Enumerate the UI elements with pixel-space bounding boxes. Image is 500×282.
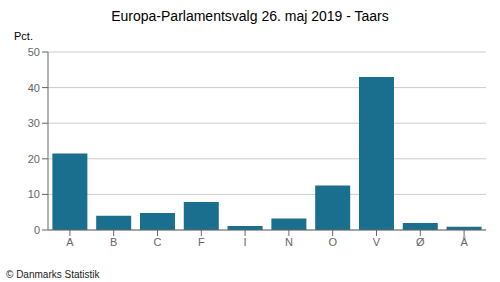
svg-text:N: N bbox=[285, 236, 293, 248]
svg-text:30: 30 bbox=[28, 117, 40, 129]
svg-text:B: B bbox=[110, 236, 117, 248]
svg-text:Ø: Ø bbox=[416, 236, 425, 248]
svg-text:Å: Å bbox=[460, 236, 468, 248]
svg-text:0: 0 bbox=[34, 224, 40, 236]
svg-text:I: I bbox=[244, 236, 247, 248]
html-text:© Danmarks Statistik: © Danmarks Statistik bbox=[6, 269, 100, 280]
svg-text:F: F bbox=[198, 236, 205, 248]
svg-text:20: 20 bbox=[28, 153, 40, 165]
html-text:Pct.: Pct. bbox=[14, 30, 33, 42]
svg-text:V: V bbox=[373, 236, 381, 248]
svg-text:A: A bbox=[66, 236, 74, 248]
svg-text:C: C bbox=[154, 236, 162, 248]
svg-text:O: O bbox=[328, 236, 337, 248]
html-text:Europa-Parlamentsvalg 26. maj: Europa-Parlamentsvalg 26. maj 2019 - Taa… bbox=[111, 8, 389, 24]
svg-text:40: 40 bbox=[28, 82, 40, 94]
svg-text:10: 10 bbox=[28, 188, 40, 200]
svg-text:50: 50 bbox=[28, 46, 40, 58]
